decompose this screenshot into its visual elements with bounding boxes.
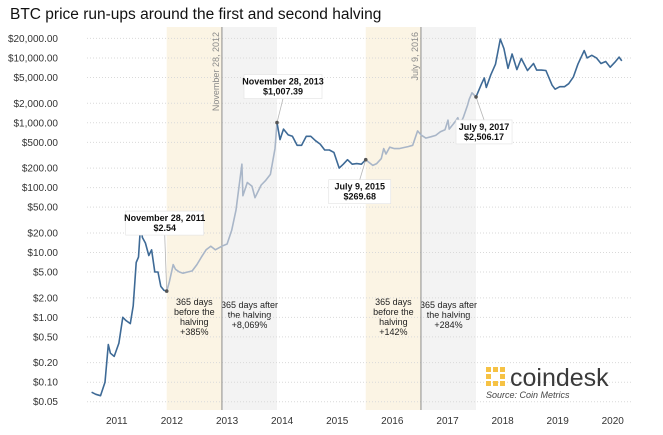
halving-markers: November 28, 2012 July 9, 2016: [211, 27, 422, 410]
y-axis: $20,000.00 $10,000.00 $5,000.00 $2,000.00 $1…: [8, 34, 58, 408]
callout-box-2: [243, 74, 323, 99]
callout-point-1: [164, 289, 169, 293]
y-tick-label: $10.00: [27, 248, 58, 259]
period-label-1: before the: [174, 307, 215, 317]
period-label-3: halving: [379, 317, 408, 327]
y-tick-label: $100.00: [22, 183, 59, 194]
logo-dot: [486, 381, 491, 386]
x-tick-label: 2013: [216, 416, 239, 427]
callout-price-4: $2,506.17: [464, 132, 504, 142]
callout-price-2: $1,007.39: [263, 87, 303, 97]
x-tick-label: 2016: [381, 416, 404, 427]
y-tick-label: $5,000.00: [14, 73, 59, 84]
logo-dot: [486, 374, 491, 379]
logo-dot: [493, 381, 498, 386]
price-line-segment-1: [91, 223, 167, 397]
y-tick-label: $2.00: [33, 293, 58, 304]
y-tick-label: $5.00: [33, 268, 58, 279]
x-tick-label: 2020: [602, 416, 625, 427]
y-tick-label: $500.00: [22, 138, 59, 149]
logo-dot: [500, 381, 505, 386]
callout-point-3: [363, 157, 368, 162]
shaded-period-4: [420, 27, 477, 410]
x-tick-label: 2018: [491, 416, 514, 427]
period-label-2: 365 days after: [221, 300, 278, 310]
period-label-3: before the: [373, 307, 414, 317]
source-note: Source: Coin Metrics: [486, 390, 570, 400]
x-tick-label: 2014: [271, 416, 294, 427]
y-tick-label: $0.20: [33, 358, 58, 369]
x-tick-label: 2019: [547, 416, 570, 427]
price-line-segment-2: [165, 122, 278, 292]
x-tick-label: 2017: [436, 416, 459, 427]
halving-label-2: July 9, 2016: [410, 32, 420, 81]
callout-point-4: [474, 95, 478, 99]
period-label-1: +385%: [180, 327, 208, 337]
callout-box-1: [125, 210, 205, 236]
y-tick-label: $10,000.00: [8, 53, 58, 64]
y-tick-label: $20.00: [27, 228, 58, 239]
period-label-2: the halving: [228, 310, 272, 320]
period-label-4: the halving: [427, 310, 471, 320]
brand-name: coindesk: [510, 364, 609, 392]
coindesk-logo-icon: [486, 367, 505, 386]
callout-date-2: November 28, 2013: [242, 77, 324, 87]
x-axis: 2011 2012 2013 2014 2015 2016 2017 2018 2019 2020: [106, 416, 624, 427]
y-tick-label: $0.50: [33, 332, 58, 343]
callout-price-3: $269.68: [343, 192, 376, 202]
price-line-segment-3: [276, 122, 367, 169]
y-tick-label: $1.00: [33, 313, 58, 324]
period-label-1: 365 days: [176, 297, 213, 307]
callout-box-4: [455, 119, 513, 145]
period-label-4: +284%: [434, 320, 462, 330]
y-tick-label: $50.00: [27, 203, 58, 214]
period-label-2: +8,069%: [232, 320, 268, 330]
callout-date-1: November 28, 2011: [124, 213, 205, 223]
chart-title: BTC price run-ups around the first and s…: [10, 6, 382, 23]
y-tick-label: $2,000.00: [14, 99, 59, 110]
y-tick-label: $1,000.00: [14, 118, 59, 129]
price-line-segment-5: [475, 38, 623, 98]
callout-leader-3: [359, 159, 367, 180]
period-label-4: 365 days after: [420, 300, 477, 310]
logo-dot: [500, 367, 505, 372]
logo-dot: [493, 367, 498, 372]
callout-leader-1: [164, 235, 168, 292]
y-tick-label: $200.00: [22, 164, 59, 175]
halving-label-1: November 28, 2012: [211, 32, 221, 111]
callout-leader-4: [475, 96, 485, 121]
period-label-1: halving: [180, 317, 209, 327]
period-label-3: +142%: [379, 327, 407, 337]
callout-point-2: [275, 120, 279, 125]
callout-box-3: [328, 179, 392, 205]
callout-leader-2: [276, 98, 284, 123]
callout-date-3: July 9, 2015: [334, 182, 385, 192]
x-tick-label: 2015: [326, 416, 349, 427]
logo-dot: [500, 374, 505, 379]
period-label-3: 365 days: [375, 297, 412, 307]
coindesk-branding: coindesk Source: Coin Metrics: [486, 364, 609, 400]
x-tick-label: 2011: [106, 416, 128, 427]
x-tick-label: 2012: [161, 416, 184, 427]
callout-date-4: July 9, 2017: [459, 122, 510, 132]
y-tick-label: $0.05: [33, 397, 58, 408]
shaded-period-3: [365, 27, 421, 410]
y-tick-label: $0.10: [33, 378, 58, 389]
callout-price-1: $2.54: [153, 223, 176, 233]
y-tick-label: $20,000.00: [8, 34, 58, 45]
logo-dot: [486, 367, 491, 372]
